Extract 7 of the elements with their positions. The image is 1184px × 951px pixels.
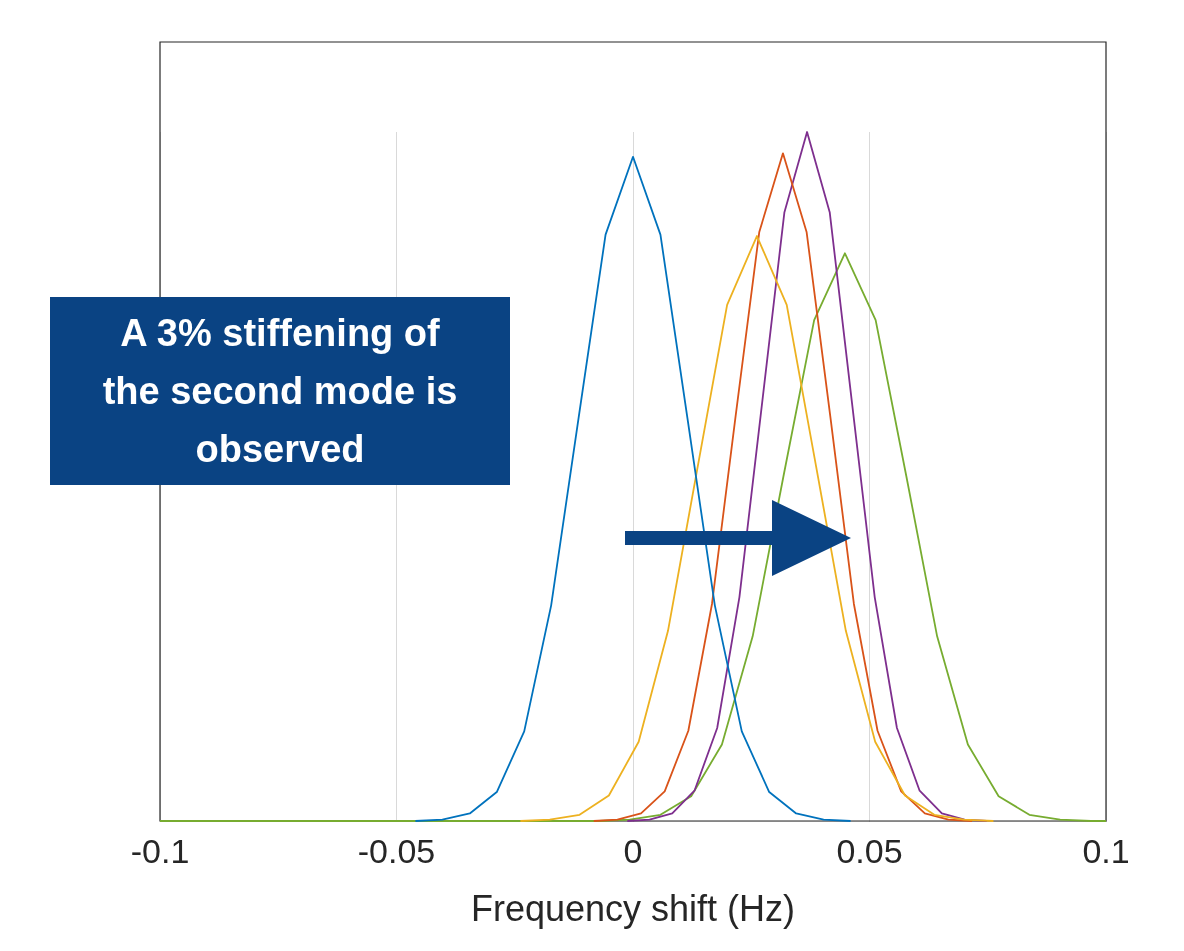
x-tick-label: 0: [623, 831, 643, 870]
annotation: A 3% stiffening of the second mode is observed: [50, 297, 510, 485]
x-tick-label: -0.1: [130, 831, 190, 870]
x-tick-label: 0.1: [1082, 831, 1130, 870]
x-tick-label: -0.05: [357, 831, 436, 870]
x-tick-label: 0.05: [836, 831, 903, 870]
x-axis-title: Frequency shift (Hz): [470, 888, 796, 930]
